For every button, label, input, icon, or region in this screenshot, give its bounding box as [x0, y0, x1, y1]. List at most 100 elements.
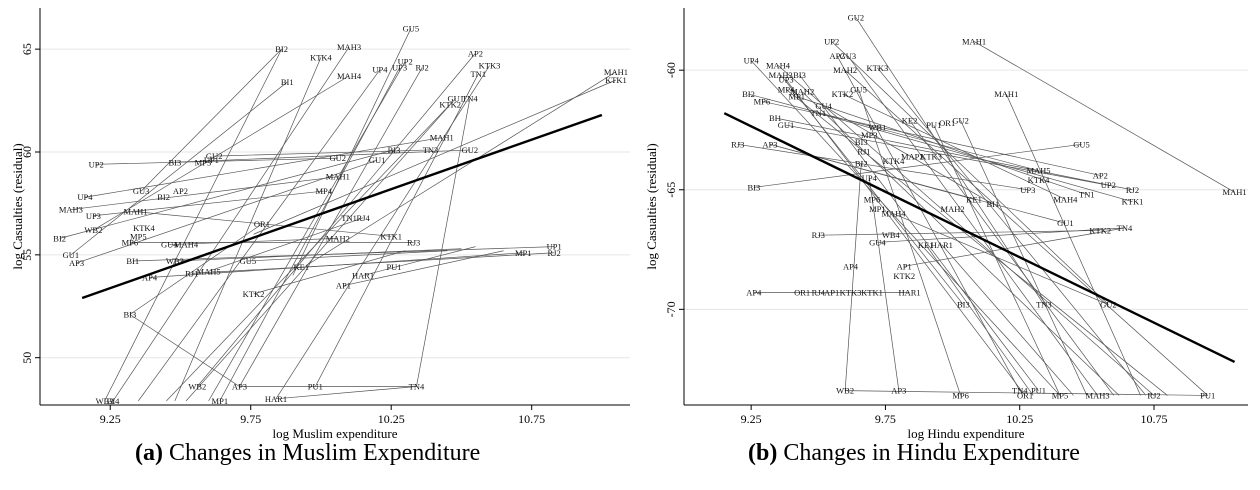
point-label: AP3 [232, 381, 247, 391]
point-label: MAH3 [59, 205, 83, 215]
point-label: GU2 [206, 151, 223, 161]
y-axis-label: log Casualties (residual) [10, 143, 25, 269]
change-segment [214, 149, 431, 157]
change-segment [761, 100, 1101, 176]
point-label: MAH4 [881, 209, 906, 219]
point-label: MAH1 [430, 133, 454, 143]
point-label: GU2 [462, 145, 479, 155]
y-tick-label: -70 [664, 301, 678, 317]
point-label: MAH2 [833, 65, 857, 75]
point-label: RJ4 [356, 213, 370, 223]
change-segment [769, 143, 1066, 224]
x-axis-label: log Muslim expenditure [273, 426, 398, 441]
change-segment [842, 93, 1066, 200]
point-label: HAR1 [898, 288, 920, 298]
change-segment [253, 250, 406, 295]
point-label: KTK1 [380, 231, 402, 241]
point-label: KTK2 [439, 100, 461, 110]
change-segment [748, 93, 1039, 171]
change-segment [93, 75, 350, 231]
point-label: HAR1 [352, 270, 374, 280]
y-tick-label: -65 [664, 182, 678, 198]
point-label: UP2 [89, 159, 104, 169]
change-segment [909, 120, 1114, 396]
y-tick-label: 55 [20, 249, 34, 261]
point-label: HAR1 [265, 394, 287, 404]
point-label: BI3 [388, 145, 401, 155]
point-label: RJ4 [812, 288, 826, 298]
point-label: KTK2 [1089, 225, 1111, 235]
point-label: RJ1 [857, 146, 870, 156]
point-label: RJ3 [407, 237, 420, 247]
change-segment [70, 176, 338, 210]
change-segment [174, 57, 322, 402]
change-segment [59, 149, 395, 239]
point-label: TN4 [409, 381, 425, 391]
x-tick-label: 10.75 [518, 412, 545, 426]
point-label: TN1 [810, 108, 826, 118]
y-tick-label: 50 [20, 352, 34, 364]
point-label: GU3 [840, 51, 857, 61]
point-label: MP4 [778, 84, 795, 94]
point-label: WB1 [868, 123, 886, 133]
change-segment [753, 143, 1082, 188]
point-label: AP1 [897, 261, 912, 271]
point-label: WB2 [84, 225, 102, 235]
point-label: AP2 [1093, 170, 1108, 180]
caption-muslim: (a) Changes in Muslim Expenditure [135, 440, 480, 467]
point-label: BI2 [855, 158, 868, 168]
point-label: RJ3 [731, 139, 744, 149]
point-label: KTK3 [840, 288, 862, 298]
point-label: BI3 [855, 137, 868, 147]
point-label: TN3 [423, 145, 439, 155]
change-segment [96, 157, 338, 165]
point-label: PU1 [308, 381, 323, 391]
change-segment [70, 81, 288, 256]
point-label: GU4 [869, 237, 886, 247]
change-segment [796, 96, 1087, 195]
caption-label-a: (a) [135, 440, 163, 466]
change-segment [836, 55, 1021, 391]
caption-text-a: Changes in Muslim Expenditure [162, 440, 481, 466]
x-tick-label: 10.25 [378, 412, 405, 426]
point-label: MP6 [864, 194, 881, 204]
x-axis-label: log Hindu expenditure [908, 426, 1025, 441]
point-label: RJ2 [1147, 390, 1160, 400]
point-label: TN4 [1117, 223, 1133, 233]
change-segment [219, 67, 400, 402]
change-segment [174, 248, 462, 262]
point-label: UP3 [86, 211, 101, 221]
point-label: RJ2 [1126, 185, 1139, 195]
change-segment [737, 143, 1028, 191]
change-segment [185, 104, 451, 402]
change-segment [893, 213, 1109, 305]
point-label: AP3 [69, 258, 84, 268]
change-segment [801, 91, 1120, 396]
point-label: MP1 [869, 204, 886, 214]
caption-hindu: (b) Changes in Hindu Expenditure [748, 440, 1080, 467]
change-segment [315, 73, 479, 387]
point-label: WB2 [188, 381, 206, 391]
fit-line [81, 113, 603, 300]
point-label: BI2 [742, 89, 755, 99]
point-label: BI2 [275, 44, 288, 54]
change-segment [818, 112, 1133, 203]
point-label: AP4 [843, 261, 859, 271]
point-label: MAH4 [337, 71, 362, 81]
point-label: MAH1 [326, 172, 350, 182]
point-label: GU2 [330, 153, 347, 163]
change-segment [1005, 93, 1141, 396]
point-label: MP1 [789, 91, 806, 101]
point-label: OR1 [1017, 390, 1033, 400]
point-label: MP3 [861, 130, 878, 140]
point-label: MAH5 [197, 266, 221, 276]
point-label: BI1 [769, 113, 782, 123]
x-tick-label: 9.25 [100, 412, 121, 426]
change-segment [208, 217, 364, 272]
point-label: UP2 [1101, 180, 1116, 190]
change-segment [785, 89, 1168, 396]
point-label: GU5 [1073, 139, 1090, 149]
point-label: BI2 [157, 192, 170, 202]
